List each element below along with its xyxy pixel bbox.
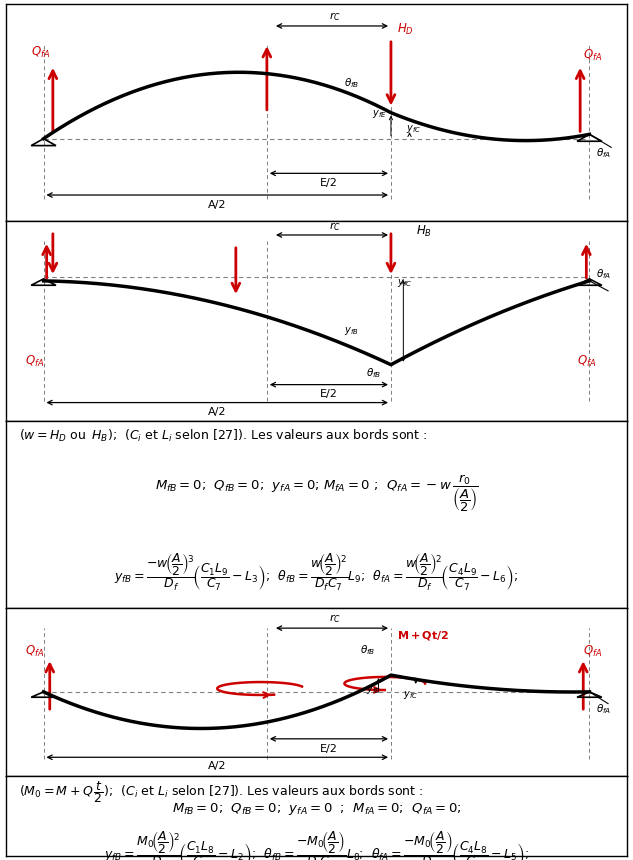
Text: E/2: E/2	[320, 389, 338, 398]
Text: $Q_{fA}$: $Q_{fA}$	[583, 47, 603, 63]
Text: $Q_{fA}$: $Q_{fA}$	[577, 353, 596, 369]
Text: $y_{fC}$: $y_{fC}$	[397, 277, 412, 289]
Text: $\theta_{fA}$: $\theta_{fA}$	[596, 146, 611, 160]
Text: $\theta_{fB}$: $\theta_{fB}$	[360, 643, 375, 657]
Text: E/2: E/2	[320, 178, 338, 188]
Text: $y_{fE}$: $y_{fE}$	[372, 108, 387, 120]
Text: $y_{fB}$: $y_{fB}$	[344, 325, 359, 337]
Text: $Q_{fA}$: $Q_{fA}$	[583, 644, 603, 659]
Text: E/2: E/2	[320, 744, 338, 754]
Text: $\mathbf{M+Qt/2}$: $\mathbf{M+Qt/2}$	[397, 629, 449, 642]
Text: $y_{fB} = \dfrac{-w\!\left(\dfrac{A}{2}\right)^{\!3}}{D_f}\!\left(\dfrac{C_1 L_9: $y_{fB} = \dfrac{-w\!\left(\dfrac{A}{2}\…	[115, 552, 518, 593]
Text: $\theta_{fB}$: $\theta_{fB}$	[366, 366, 382, 380]
Text: A/2: A/2	[208, 200, 227, 210]
Text: $M_{fB} = 0$;  $Q_{fB} = 0$;  $y_{fA} = 0$  ;  $M_{fA} = 0$;  $Q_{fA} = 0$;: $M_{fB} = 0$; $Q_{fB} = 0$; $y_{fA} = 0$…	[172, 802, 461, 817]
Text: $y_{fC}$: $y_{fC}$	[406, 123, 422, 135]
Text: $\theta_{fA}$: $\theta_{fA}$	[596, 267, 611, 280]
Text: $y_{fC}$: $y_{fC}$	[403, 689, 418, 701]
Text: $y_{fB}$: $y_{fB}$	[366, 684, 381, 696]
Text: $r_C$: $r_C$	[329, 10, 341, 23]
Text: $y_{fB} = \dfrac{M_0\!\left(\dfrac{A}{2}\right)^{\!2}}{D_f}\!\left(\dfrac{C_1 L_: $y_{fB} = \dfrac{M_0\!\left(\dfrac{A}{2}…	[104, 830, 529, 860]
Text: $\theta_{fA}$: $\theta_{fA}$	[596, 702, 611, 716]
Text: $H_B$: $H_B$	[416, 224, 432, 239]
Text: $r_C$: $r_C$	[329, 220, 341, 233]
Text: $Q_{fA}$: $Q_{fA}$	[25, 353, 44, 369]
Text: $(M_0 = M + Q\,\dfrac{t}{2})$;  $(C_i$ et $L_i$ selon [27]). Les valeurs aux bor: $(M_0 = M + Q\,\dfrac{t}{2})$; $(C_i$ et…	[19, 779, 423, 805]
Text: $(w = H_D$ ou $\,H_B)$;  $(C_i$ et $L_i$ selon [27]). Les valeurs aux bords sont: $(w = H_D$ ou $\,H_B)$; $(C_i$ et $L_i$ …	[19, 428, 427, 444]
Text: $\theta_{fB}$: $\theta_{fB}$	[344, 77, 360, 90]
Text: A/2: A/2	[208, 761, 227, 771]
Text: $r_C$: $r_C$	[329, 612, 341, 625]
Text: $Q_{fA}$: $Q_{fA}$	[31, 46, 51, 60]
Text: $H_D$: $H_D$	[397, 22, 414, 37]
Text: $Q_{fA}$: $Q_{fA}$	[25, 644, 44, 659]
Text: A/2: A/2	[208, 407, 227, 416]
Text: $M_{fB} = 0$;  $Q_{fB} = 0$;  $y_{fA} = 0$; $M_{fA} = 0$ ;  $Q_{fA} = -w\,\dfrac: $M_{fB} = 0$; $Q_{fB} = 0$; $y_{fA} = 0$…	[154, 473, 479, 514]
